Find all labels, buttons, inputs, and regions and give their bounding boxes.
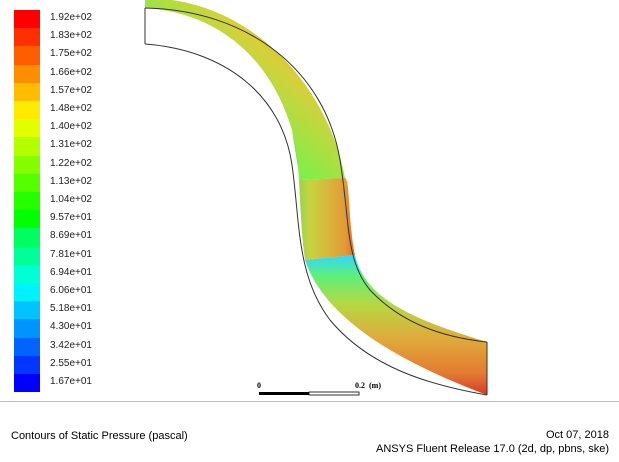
legend-swatch xyxy=(14,46,40,65)
title-footer: Contours of Static Pressure (pascal) Oct… xyxy=(0,401,619,462)
contour-plot[interactable] xyxy=(0,0,619,400)
legend-swatch xyxy=(14,119,40,138)
middle-duct-region xyxy=(292,130,355,260)
legend-value-label: 2.55e+01 xyxy=(50,357,92,369)
legend-value-label: 1.75e+02 xyxy=(50,48,92,60)
legend-value-label: 5.18e+01 xyxy=(50,303,92,315)
legend-swatch xyxy=(14,137,40,156)
legend-value-label: 1.66e+02 xyxy=(50,66,92,78)
upper-bend-region xyxy=(145,0,345,180)
legend-swatch xyxy=(14,173,40,192)
legend-value-label: 8.69e+01 xyxy=(50,230,92,242)
legend-value-label: 1.57e+02 xyxy=(50,84,92,96)
legend-swatch xyxy=(14,319,40,338)
legend-swatch xyxy=(14,374,40,393)
legend-swatch xyxy=(14,101,40,120)
legend-value-label: 1.31e+02 xyxy=(50,139,92,151)
legend-value-label: 3.42e+01 xyxy=(50,339,92,351)
legend-swatch xyxy=(14,210,40,229)
legend-swatch xyxy=(14,155,40,174)
scale-bar: 0 0.2 (m) xyxy=(257,381,381,396)
legend-swatch xyxy=(14,246,40,265)
plot-date: Oct 07, 2018 xyxy=(546,429,609,441)
legend-value-label: 1.92e+02 xyxy=(50,12,92,23)
legend-swatch xyxy=(14,28,40,47)
legend-value-label: 6.06e+01 xyxy=(50,285,92,296)
scale-bar-black-segment xyxy=(259,392,309,395)
legend-value-label: 1.40e+02 xyxy=(50,121,92,133)
legend-swatch xyxy=(14,264,40,283)
legend-swatch xyxy=(14,337,40,356)
legend-value-label: 1.04e+02 xyxy=(50,194,92,205)
scale-bar-end-label: 0.2 xyxy=(355,381,365,390)
legend-swatch xyxy=(14,10,40,29)
color-legend: 1.92e+02 1.83e+02 1.75e+02 1.66e+02 1.57e+02… xyxy=(14,10,154,393)
legend-value-label: 6.94e+01 xyxy=(50,266,92,278)
graphics-viewport[interactable]: 1.92e+02 1.83e+02 1.75e+02 1.66e+02 1.57e+02… xyxy=(0,0,619,400)
legend-value-label: 7.81e+01 xyxy=(50,248,92,260)
legend-swatch xyxy=(14,192,40,211)
legend-value-label: 4.30e+01 xyxy=(50,321,92,333)
legend-value-label: 1.22e+02 xyxy=(50,157,92,169)
software-release: ANSYS Fluent Release 17.0 (2d, dp, pbns,… xyxy=(376,443,609,455)
scale-bar-unit-label: (m) xyxy=(369,381,381,390)
legend-swatch xyxy=(14,64,40,83)
legend-swatch xyxy=(14,283,40,302)
lower-bend-region xyxy=(305,255,487,395)
legend-swatch xyxy=(14,301,40,320)
legend-value-label: 1.13e+02 xyxy=(50,175,92,187)
scale-bar-white-segment xyxy=(308,391,360,396)
legend-value-label: 1.48e+02 xyxy=(50,103,92,114)
legend-swatch xyxy=(14,82,40,101)
legend-swatch xyxy=(14,355,40,374)
duct-inner-wall xyxy=(144,43,488,396)
legend-value-label: 1.83e+02 xyxy=(50,30,92,42)
legend-swatch xyxy=(14,228,40,247)
legend-value-label: 9.57e+01 xyxy=(50,212,92,224)
plot-caption: Contours of Static Pressure (pascal) xyxy=(11,430,188,442)
duct-outer-wall xyxy=(144,7,488,343)
scale-bar-start-label: 0 xyxy=(257,381,261,390)
legend-value-label: 1.67e+01 xyxy=(50,376,92,387)
